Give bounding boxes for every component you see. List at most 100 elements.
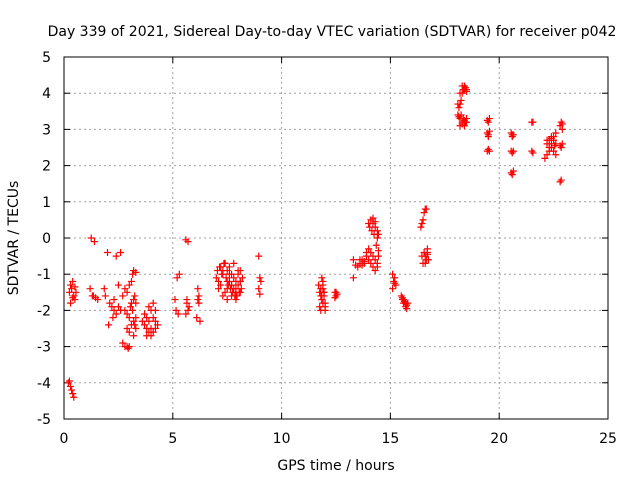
data-point — [391, 279, 399, 287]
data-point — [217, 263, 225, 271]
y-tick-label: -3 — [37, 340, 51, 356]
y-tick-label: 4 — [42, 86, 51, 102]
data-point — [463, 118, 471, 126]
data-point — [70, 393, 78, 401]
data-point — [174, 310, 182, 318]
data-point — [399, 296, 407, 304]
data-point — [332, 288, 340, 296]
data-point — [129, 306, 137, 314]
data-point — [368, 227, 376, 235]
data-point — [141, 310, 149, 318]
data-point — [232, 285, 240, 293]
data-point — [349, 256, 357, 264]
data-point — [457, 111, 465, 119]
data-point — [123, 288, 131, 296]
data-point — [373, 259, 381, 267]
data-point — [485, 127, 493, 135]
data-point — [195, 299, 203, 307]
data-point — [509, 147, 517, 155]
data-point — [67, 382, 75, 390]
data-point — [65, 377, 73, 385]
data-point — [114, 303, 122, 311]
data-point — [223, 277, 231, 285]
data-point — [370, 230, 378, 238]
data-point — [366, 223, 374, 231]
data-point — [318, 292, 326, 300]
data-point — [130, 332, 138, 340]
y-tick-label: 1 — [42, 195, 51, 211]
data-point — [110, 306, 118, 314]
data-point — [127, 277, 135, 285]
data-point — [214, 285, 222, 293]
chart-title: Day 339 of 2021, Sidereal Day-to-day VTE… — [48, 24, 617, 40]
data-point — [459, 115, 467, 123]
data-point — [222, 274, 230, 282]
data-point — [132, 325, 140, 332]
data-point — [127, 321, 135, 329]
y-tick-label: -5 — [37, 412, 51, 428]
data-point — [403, 305, 411, 313]
data-point — [71, 283, 79, 291]
data-point — [143, 332, 151, 340]
data-point — [354, 263, 362, 271]
data-point — [418, 252, 426, 260]
data-point — [365, 256, 373, 264]
x-tick-label: 0 — [60, 431, 69, 447]
data-point — [119, 292, 127, 300]
data-point — [149, 299, 157, 307]
data-point — [257, 277, 265, 285]
data-point — [89, 292, 97, 300]
data-point — [65, 288, 73, 296]
data-point — [223, 267, 231, 275]
x-tick-label: 20 — [490, 431, 508, 447]
data-point — [218, 270, 226, 278]
data-point — [117, 306, 125, 314]
data-point — [143, 314, 151, 322]
data-point — [126, 303, 134, 311]
data-point — [420, 209, 428, 217]
y-tick-label: 0 — [42, 231, 51, 247]
data-points — [64, 82, 566, 401]
data-point — [419, 216, 427, 224]
data-point — [151, 317, 159, 325]
data-point — [130, 317, 138, 325]
data-point — [172, 306, 180, 314]
x-tick-label: 10 — [273, 431, 291, 447]
data-point — [130, 296, 138, 304]
data-point — [101, 292, 109, 300]
data-point — [110, 296, 118, 304]
y-tick-label: 2 — [42, 159, 51, 175]
data-point — [529, 149, 537, 157]
data-point — [123, 325, 131, 332]
data-point — [558, 120, 566, 128]
data-point — [508, 131, 516, 139]
data-point — [171, 296, 179, 304]
data-point — [173, 274, 181, 282]
data-point — [255, 252, 263, 260]
data-point — [90, 238, 98, 246]
data-point — [369, 214, 377, 222]
data-point — [125, 343, 133, 351]
data-point — [389, 270, 397, 278]
data-point — [185, 303, 193, 311]
data-point — [175, 270, 183, 278]
data-point — [108, 303, 116, 311]
data-point — [552, 129, 560, 137]
data-point — [236, 277, 244, 285]
data-point — [94, 296, 102, 304]
data-point — [125, 328, 133, 336]
data-point — [87, 234, 95, 242]
data-point — [125, 281, 133, 289]
data-point — [234, 281, 242, 289]
data-point — [318, 274, 326, 282]
data-point — [238, 274, 246, 282]
data-point — [321, 306, 329, 314]
data-point — [221, 259, 229, 267]
x-axis-label: GPS time / hours — [277, 458, 394, 474]
x-tick-label: 25 — [599, 431, 617, 447]
data-point — [423, 250, 431, 258]
data-point — [145, 303, 153, 311]
data-point — [319, 277, 327, 285]
y-tick-label: -1 — [37, 267, 51, 283]
data-point — [389, 285, 397, 293]
